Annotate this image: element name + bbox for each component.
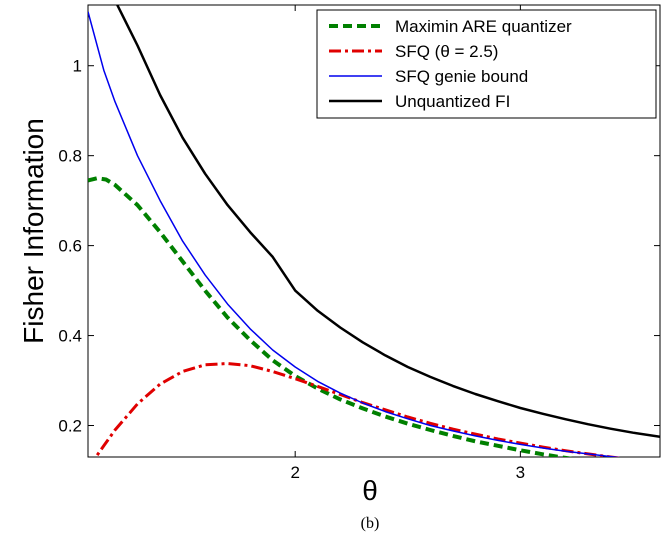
legend-label-2: SFQ genie bound — [395, 67, 528, 86]
ticks-layer: 2 3 0.2 0.4 0.6 0.8 1 — [58, 5, 660, 482]
series-line-3 — [116, 5, 660, 439]
x-tick-label: 3 — [516, 463, 525, 482]
x-axis-label: θ — [362, 475, 378, 506]
y-tick-label: 0.6 — [58, 237, 82, 256]
figure-caption: (b) — [361, 515, 380, 532]
y-tick-label: 0.2 — [58, 417, 82, 436]
legend: Maximin ARE quantizer SFQ (θ = 2.5) SFQ ge… — [316, 9, 657, 119]
series-line-2 — [88, 11, 621, 457]
x-tick-label: 2 — [290, 463, 299, 482]
y-axis-label: Fisher Information — [18, 118, 49, 344]
y-tick-label: 0.4 — [58, 327, 82, 346]
series-layer — [88, 5, 660, 457]
y-tick-label: 0.8 — [58, 147, 82, 166]
y-tick-label: 1 — [73, 57, 82, 76]
legend-label-1: SFQ (θ = 2.5) — [395, 42, 498, 61]
legend-label-0: Maximin ARE quantizer — [395, 17, 572, 36]
legend-label-3: Unquantized FI — [395, 92, 510, 111]
series-line-0 — [88, 176, 574, 457]
